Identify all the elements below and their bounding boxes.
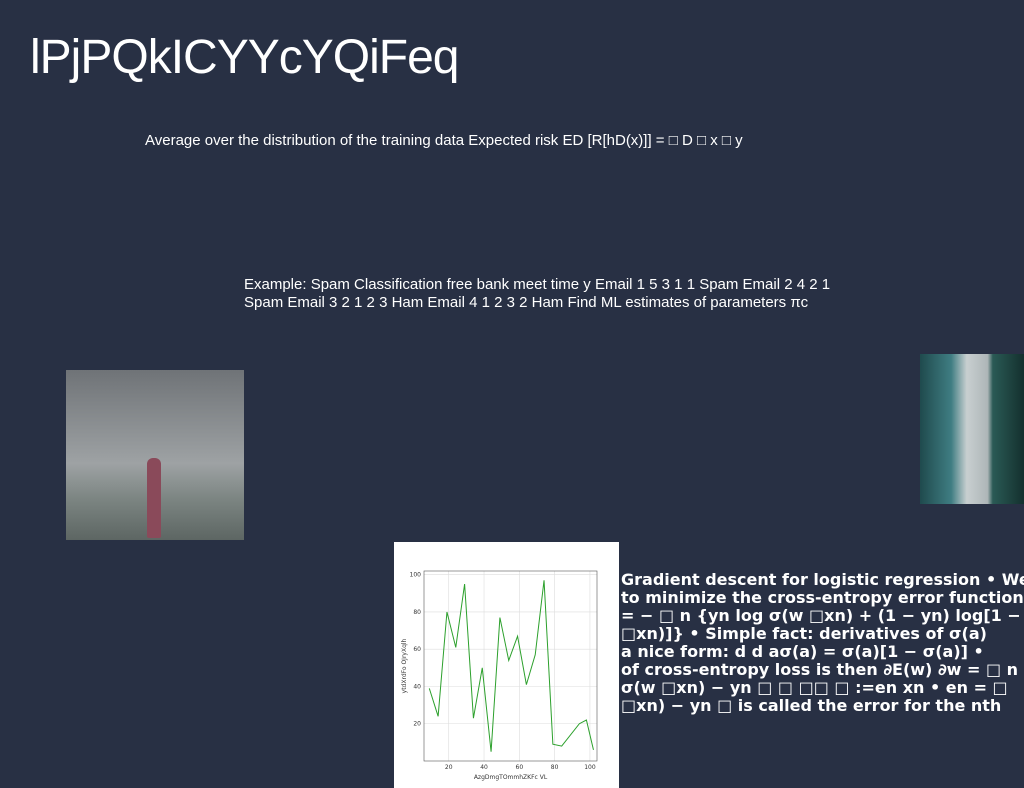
y-axis-label: ytdXrdFo OJryXqlh	[401, 638, 408, 693]
text-line: σ(w □xn) − yn □ □ □□ □ :=en xn • en = □	[621, 678, 1008, 697]
photo	[920, 354, 1024, 504]
text-line: = − □ n {yn log σ(w □xn) + (1 − yn) log[…	[621, 606, 1021, 625]
y-tick-label: 60	[413, 646, 421, 653]
chart-background	[394, 542, 619, 788]
paragraph: Gradient descent for logistic regression…	[621, 571, 1024, 715]
y-tick-label: 100	[410, 572, 422, 579]
x-tick-label: 20	[445, 764, 453, 771]
x-tick-label: 100	[584, 764, 596, 771]
text-line: of cross-entropy loss is then ∂E(w) ∂w =…	[621, 660, 1019, 679]
title: lPjPQkICYYcYQiFeq	[30, 31, 459, 84]
paragraph: Example: Spam Classification free bank m…	[244, 276, 831, 311]
text-line: Gradient descent for logistic regression…	[621, 571, 1024, 589]
x-axis-label: AzgDmgTOmmhZKFc VL	[474, 774, 548, 781]
x-tick-label: 80	[551, 764, 559, 771]
chart: 20 40 60 80 100 20 40 60 80 100 AzgDmgTOmmhZKFc VL…	[394, 542, 619, 788]
x-tick-label: 40	[480, 764, 488, 771]
text-line: □xn) − yn □ is called the error for the …	[621, 696, 1002, 715]
plot-frame	[423, 570, 598, 762]
text-line: to minimize the cross-entropy error func…	[621, 588, 1024, 607]
y-tick-label: 20	[413, 721, 421, 728]
line	[428, 580, 594, 752]
photo-figure	[147, 458, 161, 538]
text-line: a nice form: d d aσ(a) = σ(a)[1 − σ(a)] …	[621, 642, 984, 661]
x-tick-label: 60	[516, 764, 524, 771]
y-tick-label: 40	[413, 683, 421, 690]
paragraph: Average over the distribution of the tra…	[145, 132, 743, 149]
text-line: □xn)]} • Simple fact: derivatives of σ(a…	[621, 624, 987, 643]
y-tick-label: 80	[413, 609, 421, 616]
